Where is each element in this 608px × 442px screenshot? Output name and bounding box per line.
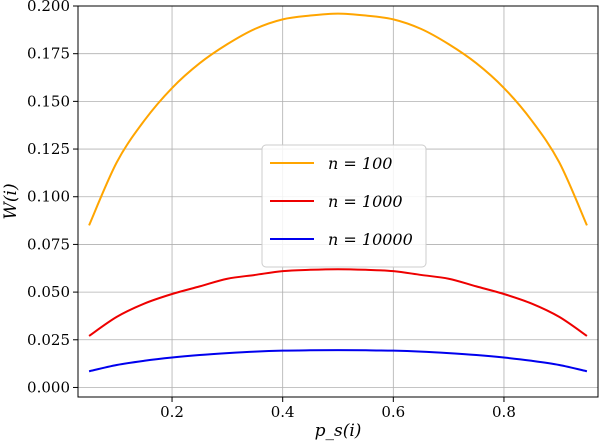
y-tick-label: 0.025 bbox=[27, 331, 70, 349]
series-lines bbox=[88, 12, 588, 373]
legend: n = 100 n = 1000 n = 10000 bbox=[261, 144, 427, 268]
y-tick-label: 0.075 bbox=[27, 235, 70, 253]
x-tick-label: 0.8 bbox=[492, 403, 516, 421]
series-line-2 bbox=[88, 268, 588, 337]
legend-label: n = 1000 bbox=[328, 192, 403, 211]
legend-label: n = 100 bbox=[328, 154, 392, 173]
y-tick-label: 0.050 bbox=[27, 283, 70, 301]
legend-box bbox=[261, 144, 427, 268]
y-tick-label: 0.125 bbox=[27, 140, 70, 158]
y-tick-label: 0.200 bbox=[27, 0, 70, 15]
legend-label: n = 10000 bbox=[328, 230, 413, 249]
x-tick-label: 0.6 bbox=[381, 403, 405, 421]
y-tick-label: 0.000 bbox=[27, 378, 70, 396]
y-tick-label: 0.150 bbox=[27, 92, 70, 110]
x-tick-label: 0.4 bbox=[271, 403, 295, 421]
y-tick-label: 0.100 bbox=[27, 188, 70, 206]
x-tick-label: 0.2 bbox=[160, 403, 184, 421]
x-axis-label: p_s(i) bbox=[315, 421, 362, 441]
series-line-3 bbox=[88, 349, 588, 373]
x-axis: 0.2 0.4 0.6 0.8 bbox=[160, 397, 516, 421]
y-axis: 0.000 0.025 0.050 0.075 0.100 0.125 0.150 0.175… bbox=[27, 0, 78, 396]
plot-frame bbox=[77, 5, 599, 398]
y-tick-label: 0.175 bbox=[27, 45, 70, 63]
series-line-1 bbox=[88, 12, 588, 226]
y-axis-label: W(i) bbox=[1, 183, 21, 219]
